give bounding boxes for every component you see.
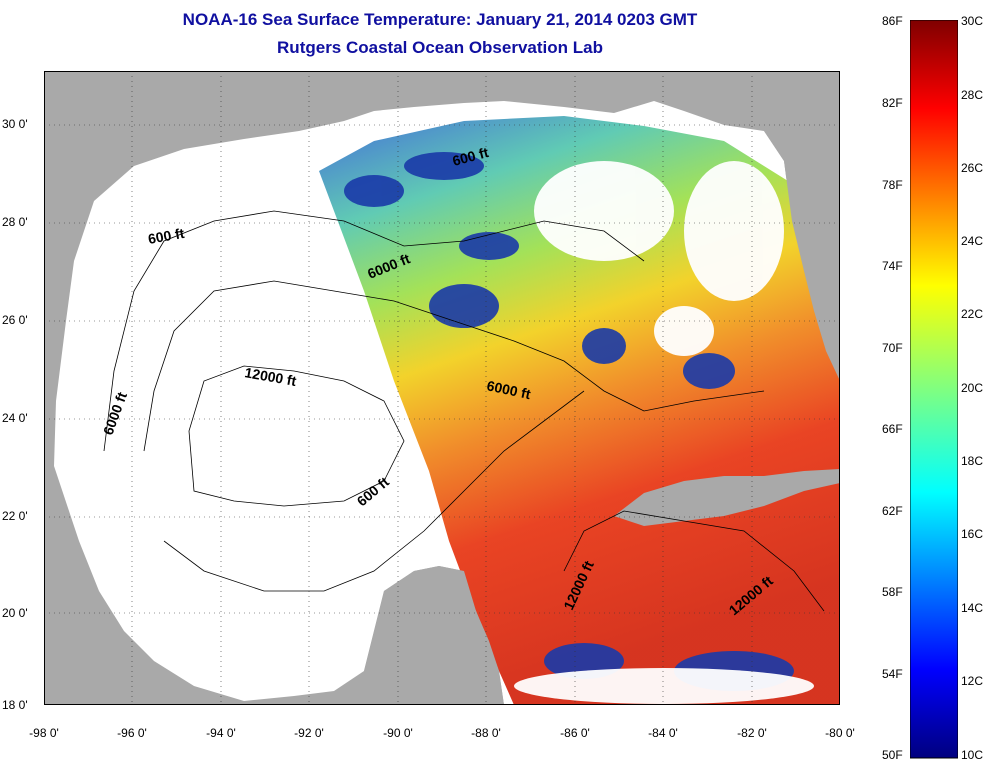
x-tick-label: -86 0': [560, 726, 590, 740]
colorbar-f-label: 82F: [882, 96, 903, 110]
x-tick-label: -96 0': [117, 726, 147, 740]
cloud-mask: [514, 161, 814, 704]
x-tick-label: -84 0': [648, 726, 678, 740]
colorbar-c-label: 26C: [961, 161, 984, 175]
colorbar-f-label: 62F: [882, 504, 903, 518]
colorbar-c-label: 18C: [961, 454, 984, 468]
colorbar-c-label: 14C: [961, 601, 984, 615]
yucatan-land: [364, 566, 504, 705]
temperature-colorbar: [910, 20, 958, 759]
colorbar-f-label: 74F: [882, 259, 903, 273]
x-tick-label: -98 0': [29, 726, 59, 740]
colorbar-c-label: 20C: [961, 381, 984, 395]
florida-land: [764, 126, 840, 381]
y-tick-label: 22 0': [2, 509, 28, 523]
colorbar-f-label: 58F: [882, 585, 903, 599]
cuba-land: [614, 469, 840, 526]
sst-map[interactable]: 600 ft 600 ft 600 ft 6000 ft 6000 ft 600…: [44, 71, 840, 705]
colorbar-f-label: 50F: [882, 748, 903, 762]
colorbar-f-label: 54F: [882, 667, 903, 681]
cold-patches: [344, 152, 794, 691]
x-tick-label: -80 0': [825, 726, 855, 740]
colorbar-c-label: 30C: [961, 14, 984, 28]
colorbar-c-label: 12C: [961, 674, 984, 688]
graticule: [44, 71, 840, 705]
y-tick-label: 24 0': [2, 411, 28, 425]
bathymetry-contours: [103, 210, 825, 612]
x-tick-label: -92 0': [294, 726, 324, 740]
colorbar-c-label: 22C: [961, 307, 984, 321]
colorbar-f-label: 66F: [882, 422, 903, 436]
contour-label: 600 ft: [147, 225, 186, 247]
map-subtitle: Rutgers Coastal Ocean Observation Lab: [277, 38, 603, 57]
map-frame: [44, 71, 840, 705]
colorbar-c-label: 10C: [961, 748, 984, 762]
y-tick-label: 20 0': [2, 606, 28, 620]
y-tick-label: 28 0': [2, 215, 28, 229]
y-tick-label: 18 0': [2, 698, 28, 712]
colorbar-f-label: 70F: [882, 341, 903, 355]
y-tick-label: 30 0': [2, 117, 28, 131]
x-tick-label: -90 0': [383, 726, 413, 740]
y-tick-label: 26 0': [2, 313, 28, 327]
x-tick-label: -82 0': [737, 726, 767, 740]
x-tick-label: -88 0': [471, 726, 501, 740]
x-tick-label: -94 0': [206, 726, 236, 740]
colorbar-f-label: 78F: [882, 178, 903, 192]
colorbar-c-label: 16C: [961, 527, 984, 541]
map-title: NOAA-16 Sea Surface Temperature: January…: [182, 10, 698, 29]
colorbar-c-label: 24C: [961, 234, 984, 248]
colorbar-f-label: 86F: [882, 14, 903, 28]
colorbar-c-label: 28C: [961, 88, 984, 102]
